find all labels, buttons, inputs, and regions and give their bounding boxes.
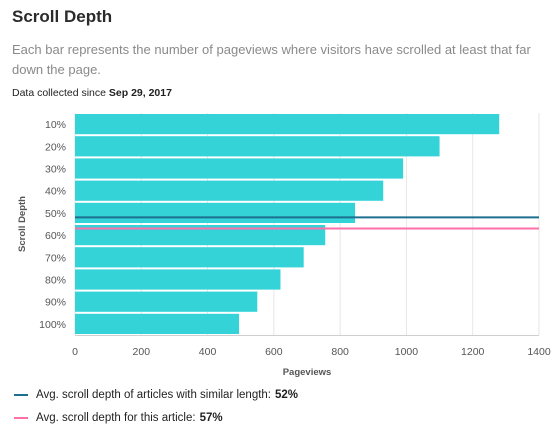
x-tick-label: 200 <box>133 346 151 358</box>
data-collected-note: Data collected since Sep 29, 2017 <box>12 87 172 99</box>
y-axis-label: Scroll Depth <box>17 196 28 252</box>
y-tick-label: 40% <box>45 186 66 198</box>
chart-description: Each bar represents the number of pagevi… <box>12 42 531 77</box>
legend-swatch-this-article <box>14 417 28 419</box>
y-tick-label: 20% <box>45 141 66 153</box>
chart-title: Scroll Depth <box>12 7 113 26</box>
y-tick-label: 100% <box>39 319 66 331</box>
y-tick-label: 70% <box>45 252 66 264</box>
x-tick-label: 0 <box>72 346 78 358</box>
bar-80pct <box>75 269 281 290</box>
y-tick-label: 10% <box>45 119 66 131</box>
bar-60pct <box>75 225 326 246</box>
collected-prefix: Data collected since <box>12 87 106 99</box>
legend-value-this-article: 57% <box>199 412 223 424</box>
bar-50pct <box>75 202 356 223</box>
x-tick-label: 400 <box>199 346 217 358</box>
legend-label-similar-length: Avg. scroll depth of articles with simil… <box>36 389 271 401</box>
collected-date: Sep 29, 2017 <box>108 87 172 99</box>
legend-label-this-article: Avg. scroll depth for this article: <box>36 412 196 424</box>
x-tick-label: 800 <box>331 346 349 358</box>
bar-90pct <box>75 291 258 312</box>
bar-100pct <box>75 313 240 334</box>
y-tick-label: 80% <box>45 275 66 287</box>
x-tick-label: 600 <box>265 346 283 358</box>
bar-70pct <box>75 247 304 268</box>
legend-value-similar-length: 52% <box>275 389 299 401</box>
y-tick-label: 50% <box>45 208 66 220</box>
bar-30pct <box>75 158 404 179</box>
x-tick-label: 1400 <box>527 346 551 358</box>
y-tick-label: 60% <box>45 230 66 242</box>
x-tick-label: 1200 <box>461 346 485 358</box>
y-tick-label: 30% <box>45 164 66 176</box>
legend-item-similar-length: Avg. scroll depth of articles with simil… <box>14 389 544 401</box>
bar-10pct <box>75 114 500 135</box>
legend-swatch-similar-length <box>14 394 28 396</box>
bar-40pct <box>75 180 384 201</box>
legend-item-this-article: Avg. scroll depth for this article: 57% <box>14 412 544 424</box>
x-tick-label: 1000 <box>395 346 419 358</box>
y-tick-label: 90% <box>45 297 66 309</box>
bar-20pct <box>75 136 440 157</box>
x-axis-label: Pageviews <box>283 367 332 378</box>
